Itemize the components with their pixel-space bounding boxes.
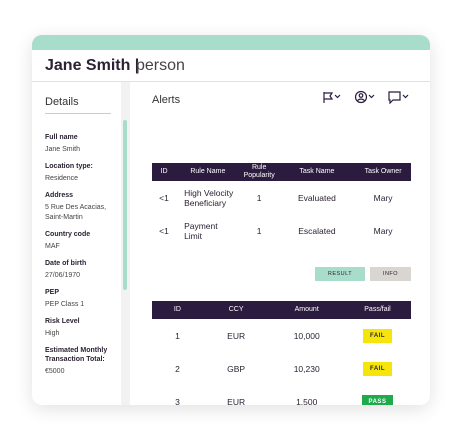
field-label: Risk Level	[45, 318, 80, 325]
status-badge: FAIL	[363, 361, 392, 376]
action-button[interactable]: INFO	[370, 267, 411, 281]
chat-icon[interactable]	[388, 91, 409, 104]
header-row: ID Rule Name Rule Popularity Task Name Task …	[152, 163, 411, 181]
field-label: Estimated Monthly Transaction Total:	[45, 347, 108, 363]
column-header: Pass/fail	[344, 301, 411, 319]
column-header: ID	[152, 163, 177, 181]
table-cell: EUR	[227, 396, 246, 406]
column-header: Task Name	[278, 163, 356, 181]
table-row: <1 High Velocity Beneficiary 1 Evaluated Mar…	[152, 181, 411, 214]
field-value: Jane Smith	[45, 146, 81, 153]
field-value: MAF	[45, 243, 60, 250]
table-cell: 2	[175, 363, 180, 374]
field-label: Address	[45, 192, 74, 199]
table-cell: Escalated	[298, 225, 336, 236]
table-row: 1 EUR 10,000 FAIL	[152, 319, 411, 352]
table-row: 2 GBP 10,230 FAIL	[152, 352, 411, 385]
field-value: 27/06/1970	[45, 272, 81, 279]
field-label: Full name	[45, 134, 78, 141]
scrollbar[interactable]	[123, 120, 127, 290]
status-cell: FAIL	[344, 319, 411, 352]
details-title: Details	[45, 96, 79, 108]
user-icon[interactable]	[354, 90, 375, 104]
table-cell: 3	[175, 396, 180, 406]
status-badge: PASS	[361, 394, 394, 405]
action-button[interactable]: RESULT	[315, 267, 365, 281]
column-header: Amount	[269, 301, 344, 319]
field-value: Residence	[45, 175, 79, 182]
table-cell: GBP	[227, 363, 246, 374]
column-header: Rule Popularity	[239, 163, 279, 181]
table-cell: <1	[159, 225, 169, 236]
field-value: €5000	[45, 368, 65, 375]
field-value: 5 Rue Des Acacias, Saint-Martin	[45, 204, 107, 221]
table-cell: High Velocity Beneficiary	[184, 187, 234, 208]
alerts-table: ID Rule Name Rule Popularity Task Name Task …	[152, 163, 411, 251]
field-label: Country code	[45, 231, 91, 238]
table-cell: Mary	[373, 192, 393, 203]
button-row: RESULT INFO	[315, 267, 411, 281]
status-badge: FAIL	[363, 328, 392, 343]
field-value: High	[45, 330, 60, 337]
column-header: CCY	[202, 301, 270, 319]
table-cell: 1	[256, 225, 262, 236]
table-row: 3 EUR 1,500 PASS	[152, 385, 411, 405]
alerts-title: Alerts	[152, 94, 181, 106]
alerts-panel: Alerts ID Rule Name Rule Popularity Task Na…	[130, 82, 430, 405]
table-cell: 1	[175, 330, 180, 341]
table-cell: 1	[256, 192, 262, 203]
field-label: PEP	[45, 289, 60, 296]
header: Jane Smith | person	[32, 50, 430, 82]
column-header: ID	[152, 301, 203, 319]
field-value: PEP Class 1	[45, 301, 85, 308]
spacer-row	[152, 247, 411, 251]
field-label: Date of birth	[45, 260, 87, 267]
table-cell: 10,000	[293, 330, 320, 341]
top-band	[32, 35, 430, 50]
table-cell: Payment Limit	[184, 220, 218, 241]
table-row: <1 Payment Limit 1 Escalated Mary	[152, 214, 411, 247]
entity-type: person	[136, 57, 185, 74]
flag-icon[interactable]	[323, 92, 341, 103]
table-cell: 1,500	[296, 396, 318, 406]
column-header: Task Owner	[355, 163, 411, 181]
column-header: Rule Name	[176, 163, 240, 181]
header-row: ID CCY Amount Pass/fail	[152, 301, 411, 319]
details-panel: Details Full name Jane Smith Location type…	[32, 82, 121, 405]
table-cell: <1	[159, 192, 169, 203]
status-cell: FAIL	[344, 352, 411, 385]
person-name: Jane Smith |	[45, 57, 140, 74]
table-cell: Mary	[373, 225, 393, 236]
toolbar-icons	[323, 90, 409, 104]
field-list: Full name Jane Smith Location type: Residen…	[45, 126, 119, 377]
table-cell: Evaluated	[298, 192, 336, 203]
table-cell: EUR	[227, 330, 246, 341]
divider	[45, 113, 111, 114]
field-label: Location type:	[45, 163, 93, 170]
status-cell: PASS	[344, 385, 411, 405]
table-cell: 10,230	[293, 363, 320, 374]
results-table: ID CCY Amount Pass/fail 1 EUR 10,000 FAIL 2 GBP 10…	[152, 301, 411, 405]
profile-card: Jane Smith | person Details Full name Jan…	[32, 35, 430, 405]
